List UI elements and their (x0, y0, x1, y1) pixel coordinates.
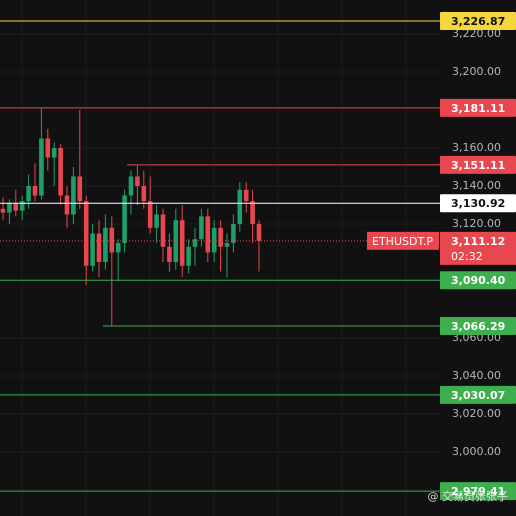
candle-body (71, 176, 76, 215)
level-label: 3,030.07 (451, 389, 505, 402)
candle-body (90, 233, 95, 266)
candle-body (243, 189, 249, 202)
candle-body (211, 227, 217, 253)
candle-body (173, 220, 179, 262)
symbol-box (367, 231, 439, 250)
candle-body (122, 195, 127, 243)
y-tick-label: 3,040.00 (452, 369, 501, 382)
level-label-box (440, 98, 516, 117)
watermark: @ 交易员张张子 (428, 489, 509, 503)
candle-body (83, 201, 89, 266)
level-label-box (440, 194, 516, 213)
candle-body (39, 138, 44, 196)
current-price-box (440, 231, 516, 265)
candle-body (186, 246, 191, 266)
level-label-box (440, 482, 516, 501)
candle-body (154, 214, 159, 228)
candle-body (115, 242, 121, 253)
current-price-label: 3,111.12 (451, 235, 505, 248)
countdown-label: 02:32 (451, 250, 483, 263)
candle-body (179, 220, 185, 266)
y-tick-label: 3,220.00 (452, 27, 501, 40)
candle-body (109, 227, 115, 253)
candle-body (96, 233, 102, 262)
candle-body (199, 216, 204, 240)
candle-body (7, 203, 12, 213)
candle-body (0, 208, 6, 213)
candle-body (250, 201, 255, 224)
candle-body (128, 176, 134, 196)
symbol-label: ETHUSDT.P (372, 235, 433, 248)
y-tick-label: 3,160.00 (452, 141, 501, 154)
level-label: 3,090.40 (451, 274, 506, 287)
candle-body (103, 227, 108, 262)
candle-body (256, 223, 262, 241)
level-label: 2,979.41 (451, 485, 505, 498)
candle-body (58, 147, 63, 196)
level-label-box (440, 385, 516, 404)
candle-body (224, 242, 230, 247)
candle-body (26, 185, 31, 202)
candle-body (51, 147, 57, 158)
candle-body (141, 185, 147, 202)
candle-body (237, 189, 243, 224)
level-label-box (440, 271, 516, 290)
y-tick-label: 3,120.00 (452, 217, 501, 230)
candle-body (192, 239, 198, 247)
level-label: 3,151.11 (451, 159, 505, 172)
candle-body (205, 216, 211, 253)
candle-body (135, 176, 140, 186)
candle-body (19, 201, 25, 211)
candle-body (77, 176, 83, 202)
level-label: 3,181.11 (451, 102, 505, 115)
candle-body (32, 185, 38, 196)
level-label-box (440, 317, 516, 336)
y-tick-label: 3,020.00 (452, 407, 501, 420)
level-label-box (440, 155, 516, 174)
candle-body (45, 138, 51, 158)
candle-body (167, 246, 172, 262)
candle-body (64, 195, 70, 215)
level-label: 3,226.87 (451, 15, 505, 28)
candle-body (160, 214, 166, 247)
y-tick-label: 3,200.00 (452, 65, 501, 78)
candle-body (231, 223, 236, 243)
candle-body (218, 227, 223, 247)
level-label: 3,130.92 (451, 197, 505, 210)
candle-body (147, 201, 153, 228)
candle-body (13, 203, 19, 211)
y-tick-label: 3,140.00 (452, 179, 501, 192)
level-label: 3,066.29 (451, 320, 505, 333)
y-tick-label: 3,000.00 (452, 445, 501, 458)
level-label-box (440, 11, 516, 30)
